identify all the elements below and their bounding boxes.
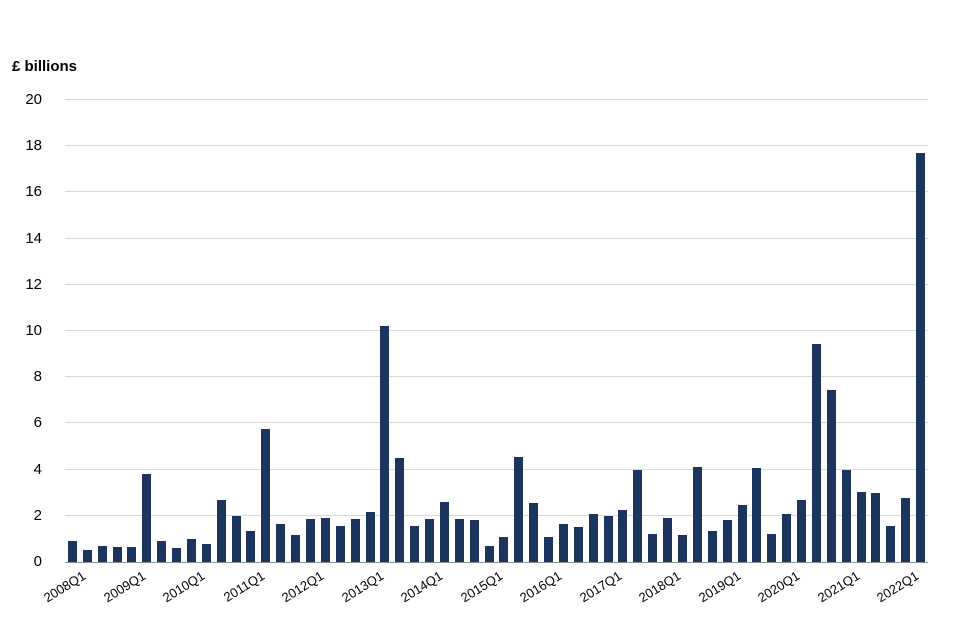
gridline — [65, 330, 928, 331]
bar-2018Q3 — [692, 467, 702, 562]
bar-2016Q3 — [573, 527, 583, 562]
bar-2009Q1 — [127, 547, 137, 562]
x-tick-label: 2008Q1 — [41, 568, 89, 606]
bar-2017Q3 — [633, 469, 643, 562]
bar-2016Q2 — [558, 523, 568, 562]
bar-2015Q3 — [514, 456, 524, 562]
bar-2020Q2 — [797, 499, 807, 562]
gridline — [65, 468, 928, 470]
x-tick-label: 2020Q1 — [755, 568, 803, 606]
bar-2018Q2 — [677, 535, 687, 562]
x-tick-label: 2016Q1 — [517, 568, 565, 606]
x-tick-label: 2017Q1 — [576, 568, 625, 606]
bar-2013Q2 — [380, 326, 390, 562]
y-tick-label: 14 — [25, 229, 42, 247]
y-tick-label: 4 — [33, 460, 42, 478]
bar-2008Q2 — [82, 550, 92, 562]
y-tick-label: 0 — [33, 553, 42, 570]
gridline — [65, 283, 928, 285]
gridline — [65, 514, 928, 516]
gridline — [65, 422, 928, 424]
gridline — [65, 376, 928, 378]
y-tick-label: 10 — [25, 322, 42, 339]
bar-2015Q1 — [484, 545, 494, 562]
y-tick-label: 8 — [33, 368, 42, 386]
bar-2016Q4 — [588, 513, 598, 562]
bar-2009Q2 — [142, 474, 152, 562]
bar-2014Q4 — [469, 520, 479, 562]
bar-2021Q4 — [886, 526, 896, 562]
x-tick-label: 2022Q1 — [874, 568, 922, 606]
x-tick-label: 2013Q1 — [338, 568, 386, 606]
bar-2020Q1 — [782, 513, 792, 562]
y-tick-label: 20 — [25, 91, 42, 108]
bar-2009Q3 — [157, 541, 167, 562]
bar-2021Q1 — [841, 469, 851, 562]
bar-2010Q1 — [186, 538, 196, 562]
y-tick-label: 18 — [25, 137, 42, 155]
bar-2017Q1 — [603, 515, 613, 562]
bar-2011Q2 — [261, 429, 271, 562]
y-tick-label: 12 — [25, 275, 42, 293]
bar-2019Q3 — [752, 468, 762, 562]
x-tick-label: 2015Q1 — [457, 568, 505, 606]
bar-2017Q4 — [648, 534, 658, 562]
bar-2018Q4 — [707, 530, 717, 562]
x-axis: 2008Q1 2009Q1 2010Q1 2011Q1 2012Q1 2013Q1 2014… — [41, 563, 928, 635]
y-axis: 0 2 4 6 8 10 12 14 16 18 20 — [0, 91, 52, 570]
x-tick-label: 2010Q1 — [160, 568, 208, 606]
x-tick-label: 2021Q1 — [814, 568, 863, 606]
y-tick-label: 16 — [25, 183, 42, 201]
bar-2015Q4 — [529, 503, 539, 562]
x-tick-label: 2018Q1 — [636, 568, 684, 606]
bar-2012Q2 — [320, 518, 330, 562]
bar-2010Q4 — [231, 515, 241, 562]
bar-2012Q1 — [306, 519, 315, 562]
bar-2020Q3 — [811, 343, 821, 562]
x-tick-label: 2011Q1 — [220, 568, 267, 605]
bar-2021Q3 — [871, 492, 881, 562]
bar-2014Q2 — [439, 501, 449, 562]
bar-2010Q3 — [216, 499, 226, 562]
bar-2012Q4 — [350, 519, 360, 562]
bar-2008Q4 — [112, 547, 122, 562]
bar-2022Q1 — [901, 498, 911, 562]
bar-2011Q3 — [276, 523, 286, 562]
bar-2015Q2 — [499, 536, 509, 562]
bar-2018Q1 — [663, 518, 673, 562]
x-tick-label: 2019Q1 — [695, 568, 744, 606]
y-axis-title: £ billions — [12, 58, 78, 75]
bar-2014Q3 — [454, 519, 464, 562]
gridline — [65, 99, 928, 100]
bar-2017Q2 — [618, 510, 628, 562]
bar-2011Q1 — [246, 530, 256, 562]
bar-2019Q1 — [722, 520, 732, 562]
plot-area — [65, 99, 928, 563]
bar-2011Q4 — [291, 535, 301, 562]
bar-2016Q1 — [544, 536, 554, 562]
bar-2021Q2 — [856, 491, 866, 562]
bar-2019Q2 — [737, 505, 747, 562]
bar-2009Q4 — [172, 548, 182, 562]
bar-2010Q2 — [201, 543, 211, 562]
x-tick-label: 2009Q1 — [100, 568, 148, 606]
bar-2014Q1 — [425, 519, 435, 562]
bar-2013Q3 — [395, 458, 405, 562]
bar-2008Q3 — [97, 545, 107, 562]
bar-2013Q4 — [410, 526, 420, 562]
bar-2013Q1 — [365, 512, 375, 562]
bar-2008Q1 — [67, 541, 77, 562]
bar-2019Q4 — [767, 534, 777, 562]
gridline — [65, 191, 928, 193]
y-tick-label: 6 — [33, 414, 42, 432]
bar-2022Q2 — [916, 153, 926, 562]
bar-2012Q3 — [335, 526, 345, 562]
gridline — [65, 237, 928, 239]
x-tick-label: 2012Q1 — [279, 568, 327, 606]
gridline — [65, 145, 928, 147]
bar-2020Q4 — [826, 389, 836, 562]
y-tick-label: 2 — [33, 506, 42, 524]
x-tick-label: 2014Q1 — [398, 568, 446, 606]
